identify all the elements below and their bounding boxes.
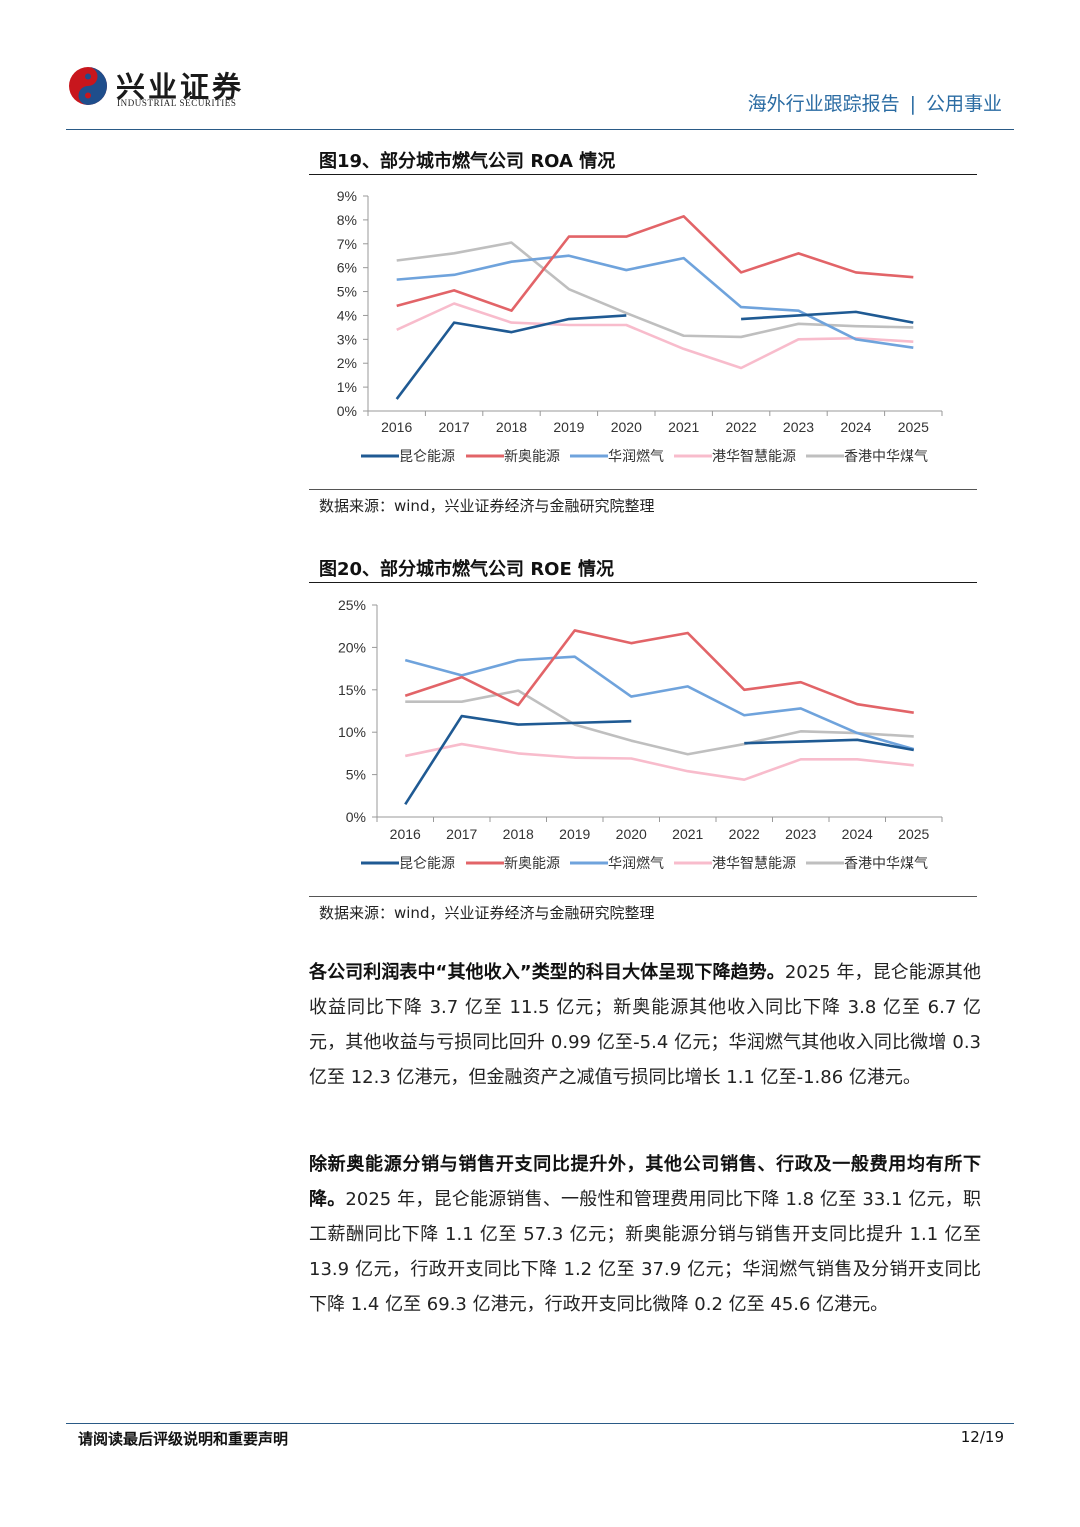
x-tick-label: 2025	[898, 419, 929, 435]
y-tick-label: 2%	[337, 355, 357, 371]
legend-label: 昆仑能源	[399, 855, 455, 871]
logo-chinese-name: 兴业证券	[116, 70, 245, 104]
x-tick-label: 2022	[726, 419, 757, 435]
figure-19-source-text: 数据来源：wind，兴业证券经济与金融研究院整理	[319, 497, 655, 515]
y-tick-label: 0%	[346, 809, 366, 825]
x-tick-label: 2024	[840, 419, 871, 435]
series-line-新奥能源	[404, 629, 914, 714]
figure-19-source: 数据来源：wind，兴业证券经济与金融研究院整理	[309, 489, 977, 519]
y-tick-label: 20%	[338, 639, 366, 655]
y-tick-label: 0%	[337, 403, 357, 419]
x-tick-label: 2018	[496, 419, 527, 435]
legend-label: 港华智慧能源	[712, 448, 796, 464]
y-tick-label: 6%	[337, 260, 357, 276]
paragraph-1-lead: 各公司利润表中“其他收入”类型的科目大体呈现下降趋势。	[309, 962, 785, 983]
logo-english-name: INDUSTRIAL SECURITIES	[117, 98, 237, 108]
x-tick-label: 2019	[553, 419, 584, 435]
header-separator: |	[909, 93, 916, 115]
paragraph-1-body: 2025 年，昆仑能源其他收益同比下降 3.7 亿至 11.5 亿元；新奥能源其…	[309, 962, 981, 1088]
footer-divider	[66, 1423, 1014, 1424]
x-tick-label: 2021	[672, 826, 703, 842]
x-tick-label: 2022	[729, 826, 760, 842]
page-number: 12/19	[960, 1428, 1004, 1446]
y-tick-label: 1%	[337, 379, 357, 395]
y-tick-label: 10%	[338, 724, 366, 740]
legend-label: 华润燃气	[608, 448, 664, 464]
x-tick-label: 2019	[559, 826, 590, 842]
x-tick-label: 2024	[842, 826, 873, 842]
y-tick-label: 3%	[337, 331, 357, 347]
legend-label: 香港中华煤气	[844, 855, 928, 871]
x-tick-label: 2025	[898, 826, 929, 842]
figure-19-title: 图19、部分城市燃气公司 ROA 情况	[309, 147, 977, 175]
series-line-华润燃气	[396, 254, 914, 349]
series-line-昆仑能源	[744, 738, 914, 752]
paragraph-2-body: 2025 年，昆仑能源销售、一般性和管理费用同比下降 1.8 亿至 33.1 亿…	[309, 1189, 981, 1315]
series-line-香港中华煤气	[396, 241, 914, 339]
series-line-香港中华煤气	[405, 689, 914, 756]
x-tick-label: 2023	[783, 419, 814, 435]
x-tick-label: 2020	[616, 826, 647, 842]
y-tick-label: 9%	[337, 188, 357, 204]
figure-20-title: 图20、部分城市燃气公司 ROE 情况	[309, 555, 977, 583]
paragraph-expenses: 除新奥能源分销与销售开支同比提升外，其他公司销售、行政及一般费用均有所下降。20…	[309, 1147, 981, 1322]
sector-name: 公用事业	[925, 93, 1002, 115]
footer-disclaimer: 请阅读最后评级说明和重要声明	[78, 1430, 289, 1448]
legend-label: 香港中华煤气	[844, 448, 928, 464]
y-tick-label: 5%	[346, 767, 366, 783]
series-line-昆仑能源	[395, 314, 627, 400]
y-tick-label: 5%	[337, 284, 357, 300]
figure-20-source: 数据来源：wind，兴业证券经济与金融研究院整理	[309, 896, 977, 926]
x-tick-label: 2018	[503, 826, 534, 842]
series-line-港华智慧能源	[396, 302, 914, 370]
x-tick-label: 2023	[785, 826, 816, 842]
legend-label: 华润燃气	[608, 855, 664, 871]
page-header: 兴业证券 INDUSTRIAL SECURITIES 海外行业跟踪报告 | 公用事业	[66, 62, 1014, 130]
report-type: 海外行业跟踪报告	[747, 93, 900, 115]
legend-label: 港华智慧能源	[712, 855, 796, 871]
x-tick-label: 2017	[446, 826, 477, 842]
company-logo-icon	[69, 67, 107, 105]
roa-line-chart: 0% 1% 2% 3% 4% 5% 6% 7% 8% 9% 2016 2017 2018 2019 2020…	[337, 188, 943, 464]
roe-line-chart: 0% 5% 10% 15% 20% 25% 2016 2017 2018 2019 2020 2021…	[338, 597, 943, 871]
figure-19-title-text: 图19、部分城市燃气公司 ROA 情况	[319, 151, 616, 172]
x-tick-label: 2016	[381, 419, 412, 435]
y-tick-label: 7%	[337, 236, 357, 252]
y-tick-label: 4%	[337, 307, 357, 323]
figure-20-title-text: 图20、部分城市燃气公司 ROE 情况	[319, 559, 615, 580]
x-tick-label: 2017	[439, 419, 470, 435]
legend-label: 昆仑能源	[399, 448, 455, 464]
series-line-新奥能源	[396, 215, 914, 312]
y-tick-label: 8%	[337, 212, 357, 228]
header-report-info: 海外行业跟踪报告 | 公用事业	[748, 89, 1002, 116]
legend-label: 新奥能源	[504, 855, 560, 871]
series-line-昆仑能源	[741, 310, 914, 324]
paragraph-other-income: 各公司利润表中“其他收入”类型的科目大体呈现下降趋势。2025 年，昆仑能源其他…	[309, 955, 981, 1095]
x-tick-label: 2016	[390, 826, 421, 842]
series-line-港华智慧能源	[404, 742, 914, 781]
paragraph-2-lead: 除新奥能源分销与销售开支同比提升外，其他公司销售、行政及一般费用均有所下降。	[309, 1154, 981, 1210]
y-tick-label: 15%	[338, 682, 366, 698]
series-line-昆仑能源	[404, 714, 632, 805]
legend-label: 新奥能源	[504, 448, 560, 464]
x-tick-label: 2020	[611, 419, 642, 435]
series-line-华润燃气	[404, 655, 915, 751]
y-tick-label: 25%	[338, 597, 366, 613]
x-tick-label: 2021	[668, 419, 699, 435]
figure-20-source-text: 数据来源：wind，兴业证券经济与金融研究院整理	[319, 904, 655, 922]
